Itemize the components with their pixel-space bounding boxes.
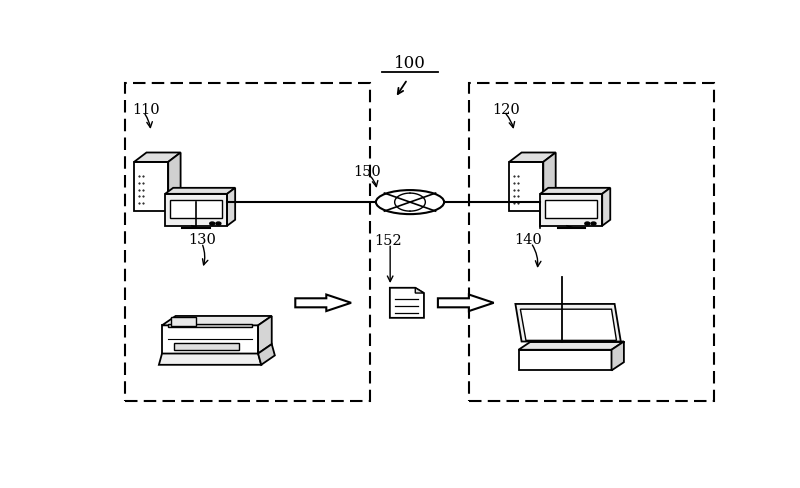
Bar xyxy=(174,343,239,350)
Polygon shape xyxy=(415,288,424,293)
Polygon shape xyxy=(227,188,235,226)
Bar xyxy=(469,83,714,401)
Text: 140: 140 xyxy=(514,233,542,247)
Polygon shape xyxy=(258,344,275,365)
Bar xyxy=(171,318,196,325)
Polygon shape xyxy=(515,304,621,342)
Polygon shape xyxy=(159,353,262,365)
Bar xyxy=(510,162,543,211)
Text: 152: 152 xyxy=(374,234,402,248)
Bar xyxy=(162,325,258,353)
Text: 130: 130 xyxy=(188,233,216,247)
Polygon shape xyxy=(520,309,617,341)
Bar xyxy=(165,194,227,226)
Polygon shape xyxy=(165,188,235,194)
Bar xyxy=(134,162,168,211)
Text: 100: 100 xyxy=(394,55,426,72)
Circle shape xyxy=(591,222,596,225)
Polygon shape xyxy=(134,152,181,162)
Polygon shape xyxy=(611,342,624,370)
Polygon shape xyxy=(295,295,351,311)
Circle shape xyxy=(585,222,590,225)
Polygon shape xyxy=(162,316,272,325)
Text: 110: 110 xyxy=(132,103,160,117)
Bar xyxy=(518,350,611,370)
Text: 120: 120 xyxy=(492,103,519,117)
Text: 150: 150 xyxy=(353,164,381,179)
Bar xyxy=(170,200,222,218)
Circle shape xyxy=(216,222,221,225)
Bar xyxy=(545,200,598,218)
Circle shape xyxy=(210,222,214,225)
Bar xyxy=(125,83,370,401)
Polygon shape xyxy=(540,188,610,194)
Polygon shape xyxy=(602,188,610,226)
Polygon shape xyxy=(390,288,424,318)
Polygon shape xyxy=(543,152,556,211)
Polygon shape xyxy=(258,316,272,353)
Bar xyxy=(168,324,252,327)
Ellipse shape xyxy=(376,190,444,214)
Polygon shape xyxy=(510,152,556,162)
Polygon shape xyxy=(518,342,624,350)
Bar xyxy=(540,194,602,226)
Polygon shape xyxy=(168,152,181,211)
Polygon shape xyxy=(438,295,494,311)
